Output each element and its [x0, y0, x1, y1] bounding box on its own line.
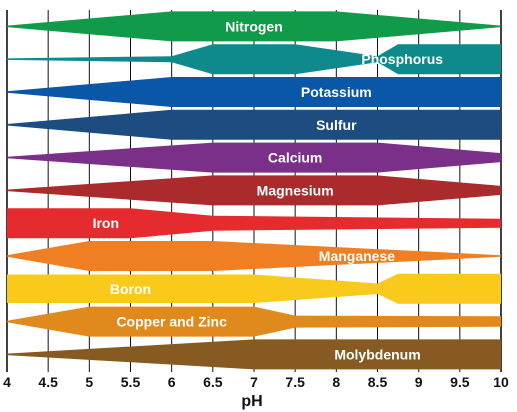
band-label: Molybdenum: [334, 346, 420, 362]
band-label: Boron: [110, 281, 151, 297]
band-calcium: [7, 142, 501, 173]
band-label: Magnesium: [257, 182, 334, 198]
x-tick-label: 7: [250, 374, 258, 390]
band-molybdenum: [7, 339, 501, 370]
x-tick-label: 6.5: [203, 374, 223, 390]
band-label: Nitrogen: [225, 18, 283, 34]
band-phosphorus: [7, 44, 501, 75]
nutrient-labels: Nitrogen Phosphorus Potassium Sulfur Calcium…: [93, 18, 444, 362]
x-tick-label: 5.5: [121, 374, 141, 390]
x-tick-label: 5: [85, 374, 93, 390]
band-label: Iron: [93, 215, 119, 231]
x-tick-label: 4: [3, 374, 11, 390]
x-tick-label: 4.5: [38, 374, 58, 390]
band-label: Calcium: [268, 150, 322, 166]
x-tick-label: 7.5: [285, 374, 305, 390]
band-label: Potassium: [301, 84, 372, 100]
band-label: Phosphorus: [361, 51, 443, 67]
x-axis-title: pH: [241, 393, 262, 410]
x-tick-label: 8: [332, 374, 340, 390]
band-boron: [7, 273, 501, 304]
x-tick-label: 6: [168, 374, 176, 390]
band-magnesium: [7, 175, 501, 206]
band-nitrogen: [7, 11, 501, 42]
band-sulfur: [7, 109, 501, 140]
x-tick-label: 9: [415, 374, 423, 390]
band-label: Sulfur: [316, 117, 357, 133]
band-iron: [7, 208, 501, 239]
band-label: Manganese: [319, 248, 395, 264]
x-tick-label: 10: [493, 374, 509, 390]
x-tick-label: 9.5: [450, 374, 470, 390]
x-tick-label: 8.5: [368, 374, 388, 390]
x-tick-labels: 4 4.5 5 5.5 6 6.5 7 7.5 8 8.5 9 9.5 10: [3, 374, 509, 390]
band-potassium: [7, 77, 501, 107]
band-label: Copper and Zinc: [116, 314, 227, 330]
band-manganese: [7, 241, 501, 271]
band-copper-and-zinc: [7, 306, 501, 337]
nutrient-bands: [7, 11, 501, 370]
